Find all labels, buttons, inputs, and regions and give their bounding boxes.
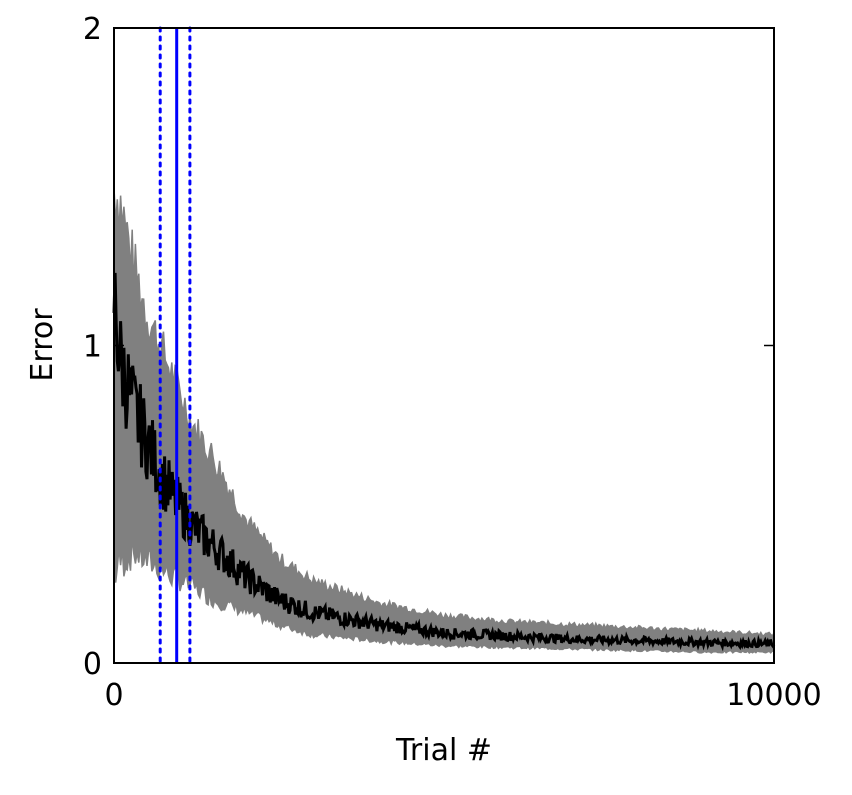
x-axis-title: Trial # <box>395 733 492 768</box>
ticks: 0 1 2 0 10000 <box>83 12 822 713</box>
x-tick-label: 0 <box>104 678 123 713</box>
error-band <box>113 187 775 655</box>
plot-area <box>112 26 776 665</box>
y-axis-title: Error <box>25 308 60 382</box>
y-tick-label: 2 <box>83 12 102 47</box>
mean-error-line <box>112 272 776 652</box>
y-tick-label: 1 <box>83 330 102 365</box>
x-tick-label: 10000 <box>726 678 821 713</box>
y-tick-label: 0 <box>83 647 102 682</box>
